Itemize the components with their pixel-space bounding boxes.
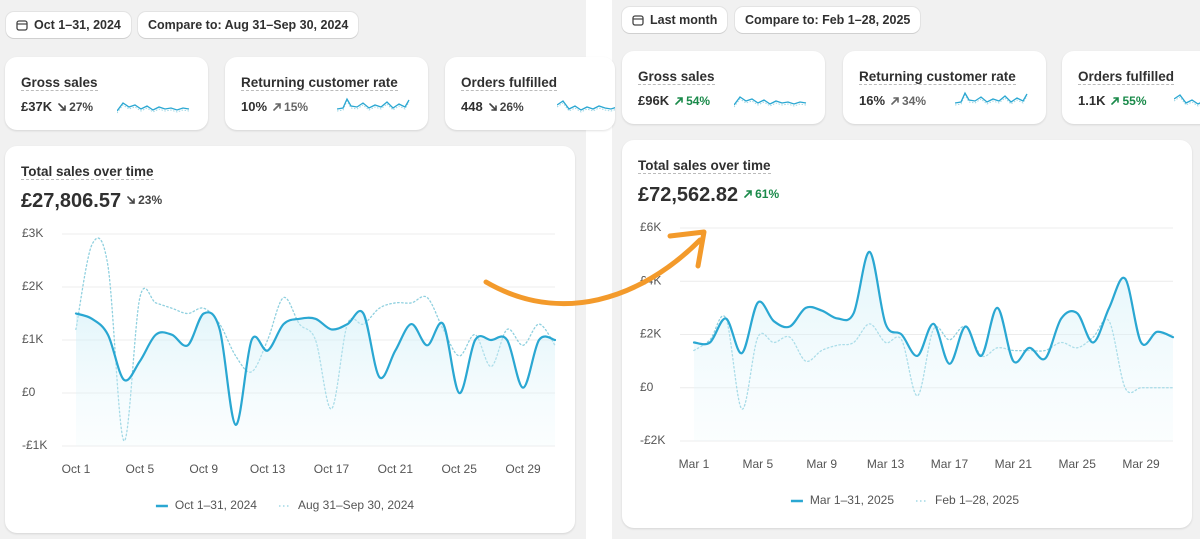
metric-change: 54% xyxy=(675,94,710,108)
metric-label: Returning customer rate xyxy=(859,69,1016,85)
metric-change: 27% xyxy=(58,100,93,114)
chart-change-value: 61% xyxy=(755,187,780,201)
trend-arrow xyxy=(744,190,752,198)
metric-change-value: 15% xyxy=(284,100,309,114)
metric-label: Gross sales xyxy=(21,75,98,91)
chart-total-value: £72,562.82 xyxy=(638,184,739,206)
chart-title: Total sales over time xyxy=(21,164,154,180)
chart-change: 61% xyxy=(744,187,779,201)
compare-button[interactable]: Compare to: Feb 1–28, 2025 xyxy=(735,7,921,33)
metric-change-value: 54% xyxy=(686,94,711,108)
metric-row: 16% 34% xyxy=(859,93,926,108)
metric-change-value: 55% xyxy=(1122,94,1147,108)
metric-change: 55% xyxy=(1111,94,1147,108)
metric-value: 16% xyxy=(859,93,886,108)
metric-label: Orders fulfilled xyxy=(461,75,558,91)
sparkline xyxy=(734,96,807,108)
metric-change-value: 34% xyxy=(902,94,927,108)
metric-row: 1.1K 55% xyxy=(1078,93,1147,108)
trend-arrow xyxy=(891,97,899,105)
calendar-icon xyxy=(16,20,28,31)
metric-card[interactable]: Returning customer rate 10% 15% xyxy=(225,57,428,130)
metric-value: £96K xyxy=(638,93,670,108)
date-button[interactable]: Last month xyxy=(622,7,728,33)
metric-change: 26% xyxy=(488,100,524,114)
date-button[interactable]: Oct 1–31, 2024 xyxy=(6,12,131,38)
metric-value: 1.1K xyxy=(1078,93,1106,108)
metric-label: Gross sales xyxy=(638,69,715,85)
trend-arrow xyxy=(273,103,281,111)
chart-total-value: £27,806.57 xyxy=(21,190,122,212)
date-button-label: Last month xyxy=(650,13,718,27)
trend-arrow xyxy=(1111,97,1120,105)
metric-value: £37K xyxy=(21,99,53,114)
date-button-label: Oct 1–31, 2024 xyxy=(34,18,121,32)
metric-card[interactable]: Gross sales £96K 54% xyxy=(622,51,825,124)
metric-card[interactable]: Orders fulfilled 1.1K 55% xyxy=(1062,51,1200,124)
chart-card: Total sales over time £72,562.82 61% xyxy=(622,140,1192,528)
metric-card[interactable]: Gross sales £37K 27% xyxy=(5,57,208,130)
sparkline xyxy=(337,97,410,112)
chart-card: Total sales over time £27,806.57 23% xyxy=(5,146,575,533)
metric-label: Orders fulfilled xyxy=(1078,69,1175,85)
metric-change-value: 26% xyxy=(499,100,524,114)
metric-card[interactable]: Returning customer rate 16% 34% xyxy=(843,51,1046,124)
chart-change: 23% xyxy=(127,193,162,207)
chart-total: £72,562.82 61% xyxy=(638,184,779,207)
sparkline xyxy=(557,100,615,113)
trend-arrow xyxy=(127,196,135,204)
metric-row: 10% 15% xyxy=(241,99,308,114)
sparkline xyxy=(955,91,1028,106)
metric-change-value: 27% xyxy=(69,100,94,114)
metric-change: 34% xyxy=(891,94,926,108)
metric-change: 15% xyxy=(273,100,308,114)
trend-arrow xyxy=(58,103,66,111)
metric-label: Returning customer rate xyxy=(241,75,398,91)
chart-title: Total sales over time xyxy=(638,158,771,174)
chart-total: £27,806.57 23% xyxy=(21,190,162,213)
metric-row: £96K 54% xyxy=(638,93,710,108)
metric-value: 448 xyxy=(461,99,483,114)
compare-button[interactable]: Compare to: Aug 31–Sep 30, 2024 xyxy=(138,12,359,38)
chart-change-value: 23% xyxy=(138,193,163,207)
sparkline xyxy=(117,102,190,114)
calendar-icon xyxy=(632,15,644,26)
trend-arrow xyxy=(488,103,497,111)
metric-card[interactable]: Orders fulfilled 448 26% xyxy=(445,57,615,130)
trend-arrow xyxy=(675,97,683,105)
metric-row: 448 26% xyxy=(461,99,524,114)
sparkline xyxy=(1174,94,1200,107)
metric-value: 10% xyxy=(241,99,268,114)
metric-row: £37K 27% xyxy=(21,99,93,114)
